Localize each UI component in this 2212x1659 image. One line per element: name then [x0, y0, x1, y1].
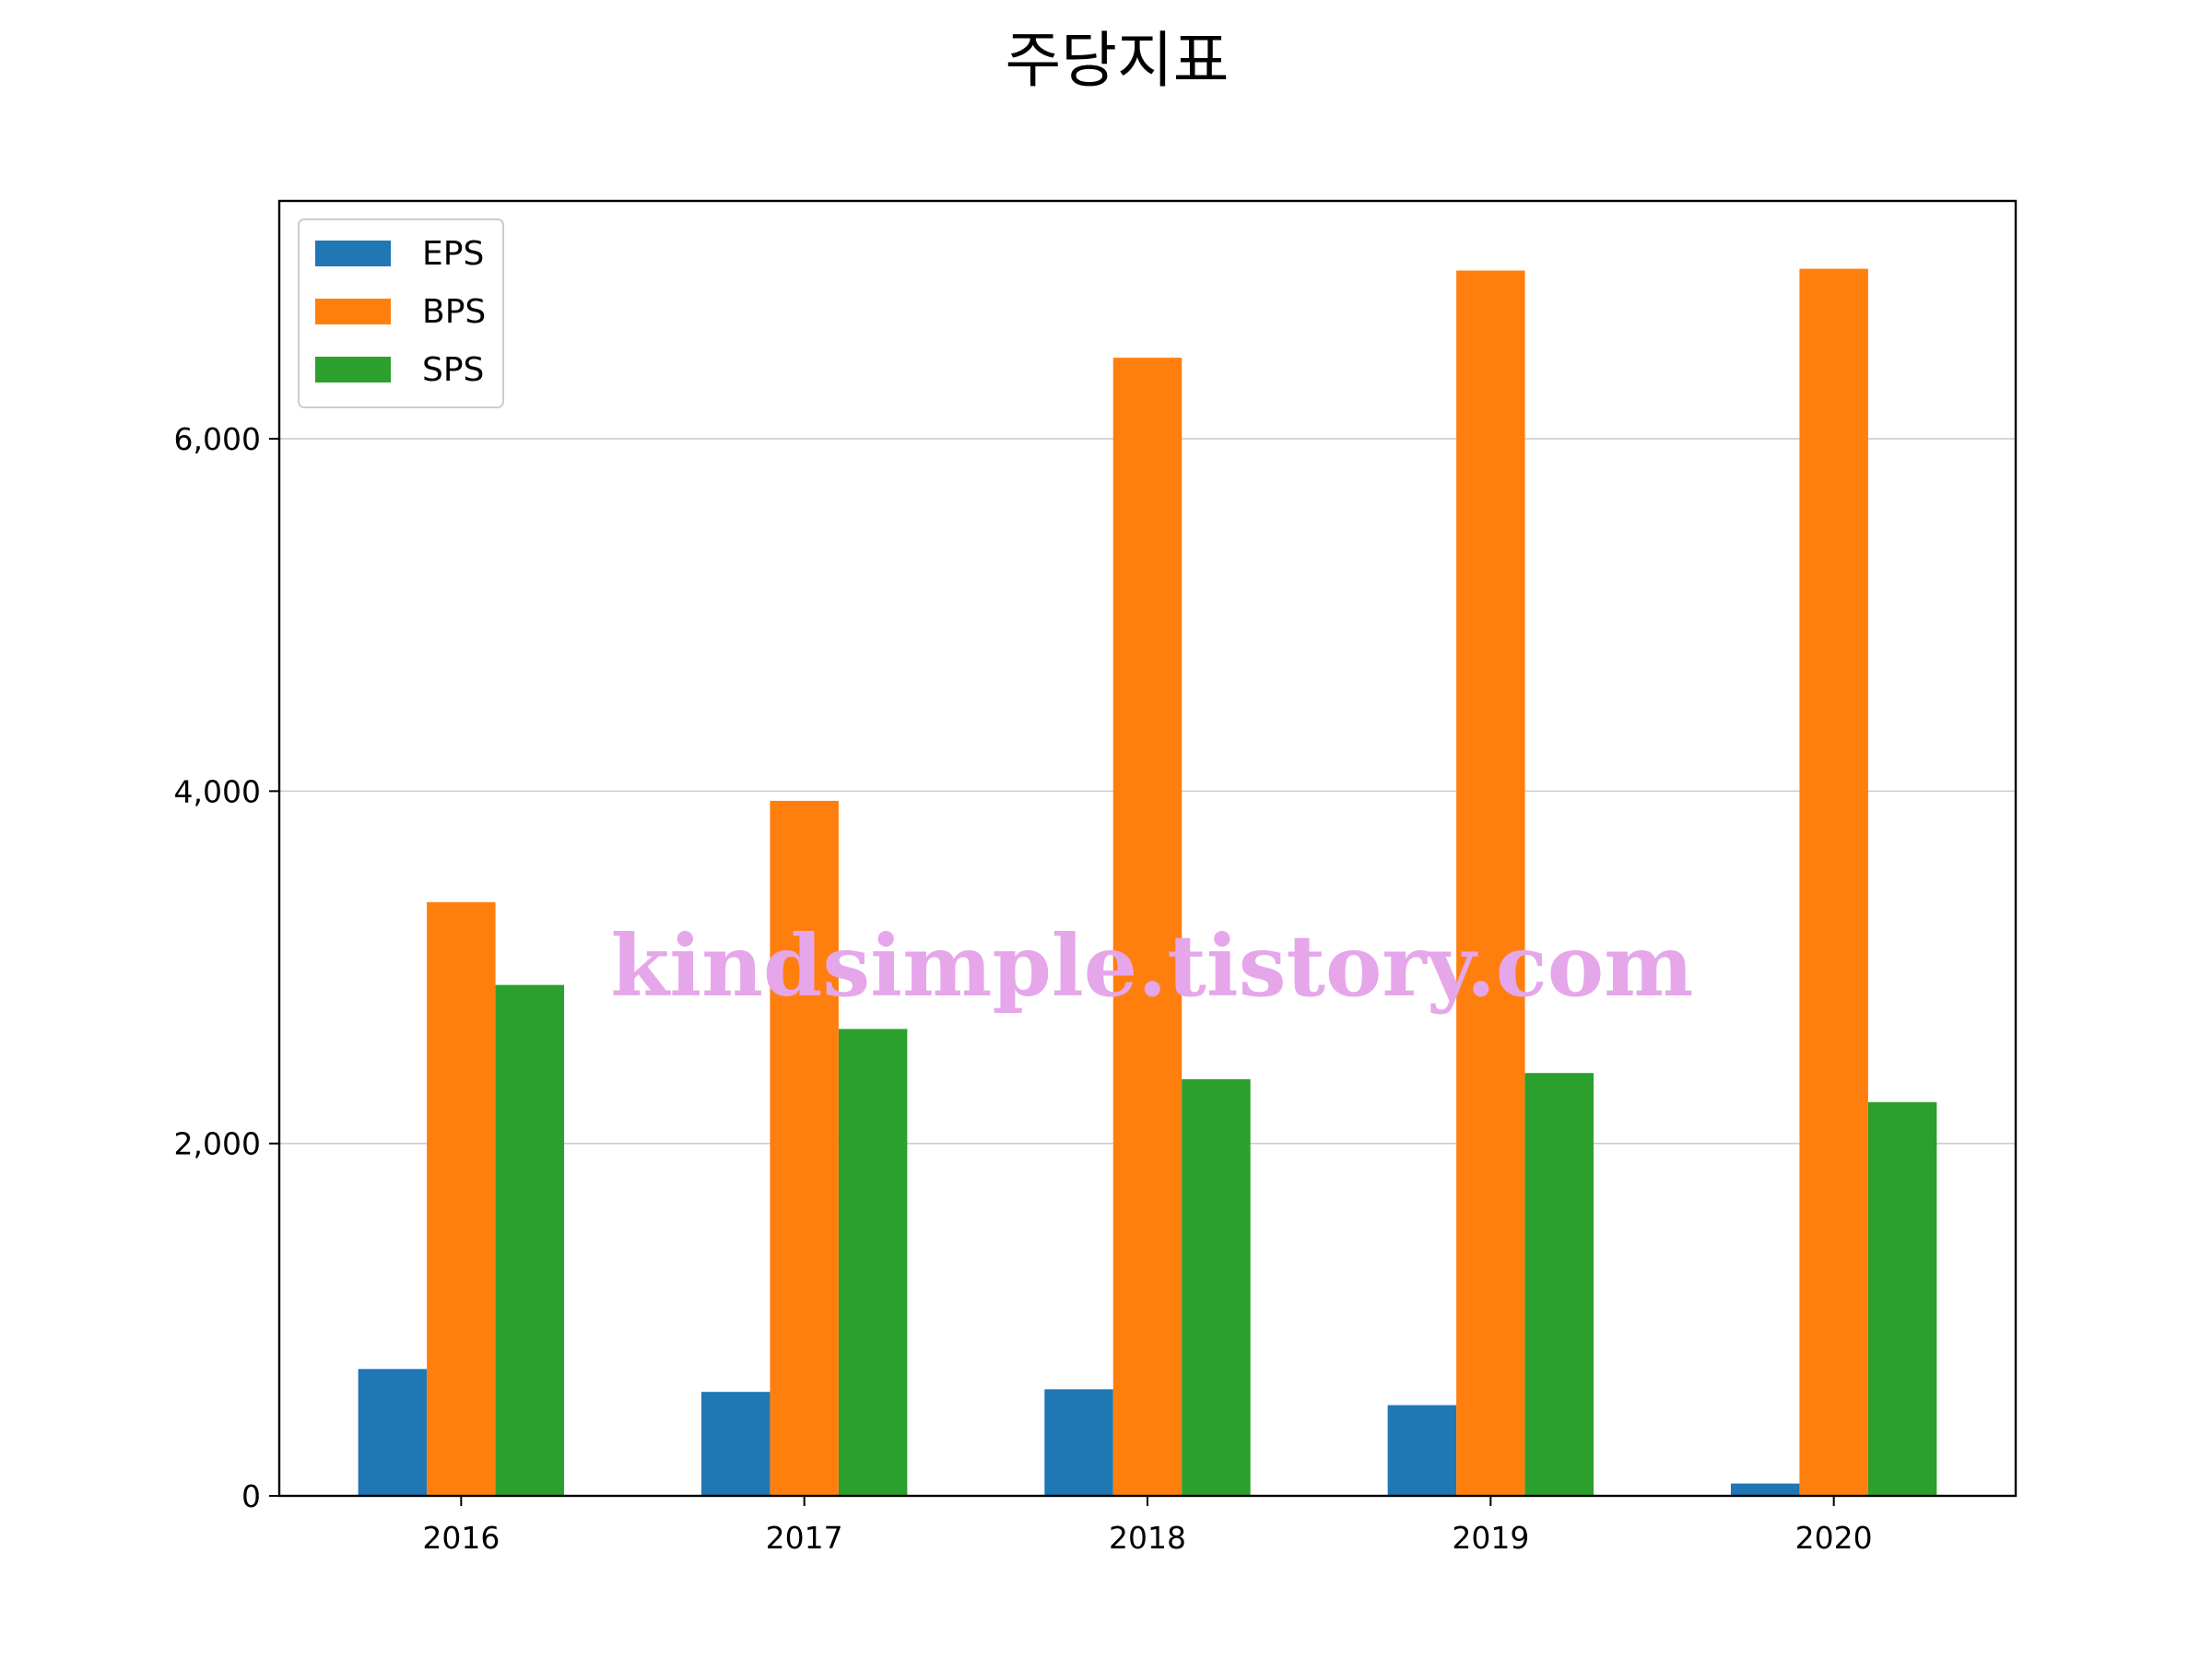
bar-bps-2019 [1456, 270, 1525, 1496]
watermark-text: kindsimple.tistory.com [610, 916, 1693, 1016]
x-tick-label-2017: 2017 [766, 1520, 843, 1556]
legend-swatch-sps [315, 357, 391, 382]
bar-eps-2018 [1044, 1389, 1113, 1496]
legend: EPS BPS SPS [298, 218, 504, 408]
x-tick-label-2020: 2020 [1795, 1520, 1873, 1556]
bar-eps-2020 [1730, 1483, 1800, 1496]
bar-bps-2017 [770, 800, 839, 1496]
axes: 0 2,000 4,000 6,000 2016 2017 2018 2019 2020 [174, 199, 2018, 1556]
bar-sps-2019 [1524, 1073, 1594, 1496]
bar-sps-2020 [1867, 1101, 1937, 1496]
legend-label-sps: SPS [422, 351, 484, 389]
bars [358, 268, 1937, 1497]
y-tick-label-0: 0 [241, 1478, 261, 1514]
legend-label-bps: BPS [422, 293, 486, 331]
x-tick-label-2016: 2016 [422, 1520, 500, 1556]
x-tick-label-2018: 2018 [1109, 1520, 1186, 1556]
bar-bps-2020 [1799, 268, 1868, 1497]
bar-sps-2017 [838, 1029, 908, 1496]
bar-eps-2017 [700, 1392, 771, 1496]
y-tick-label-1: 2,000 [174, 1126, 261, 1162]
legend-label-eps: EPS [422, 235, 484, 273]
bar-eps-2016 [358, 1369, 428, 1496]
y-tick-label-2: 4,000 [174, 773, 261, 809]
x-tick-label-2019: 2019 [1452, 1520, 1529, 1556]
bar-bps-2018 [1112, 358, 1182, 1496]
bar-sps-2016 [495, 984, 565, 1496]
y-tick-label-3: 6,000 [174, 421, 261, 457]
bar-bps-2016 [427, 901, 496, 1496]
legend-swatch-bps [315, 299, 391, 324]
legend-swatch-eps [315, 241, 391, 266]
bar-sps-2018 [1182, 1078, 1251, 1496]
bar-eps-2019 [1387, 1405, 1457, 1496]
chart-title: 주당지표 [1006, 25, 1230, 96]
